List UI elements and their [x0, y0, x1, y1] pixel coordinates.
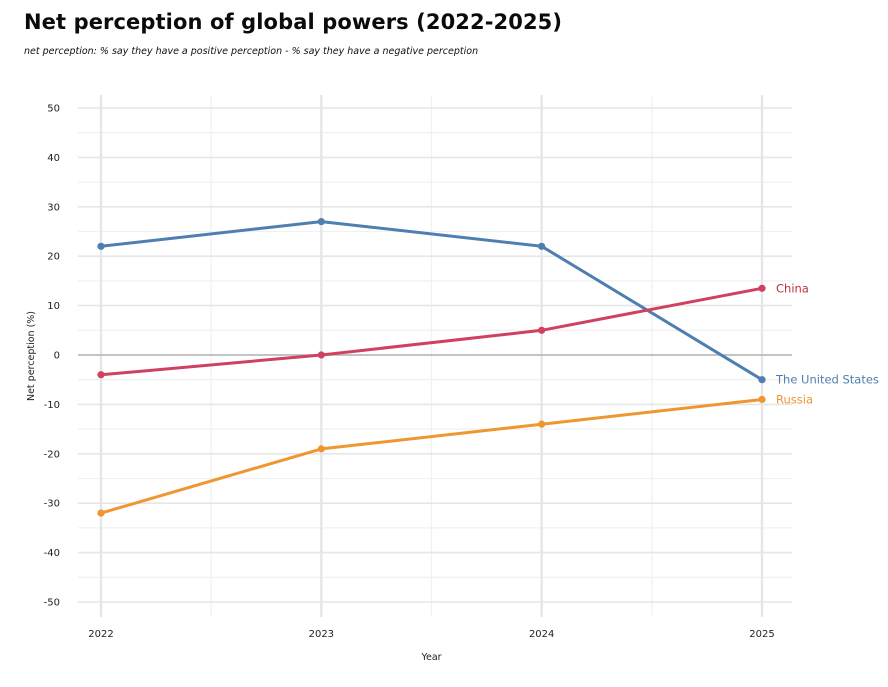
- minor-gridlines: [78, 95, 792, 617]
- x-tick-label: 2025: [749, 629, 774, 640]
- chart-subtitle: net perception: % say they have a positi…: [24, 46, 479, 57]
- data-point-russia: [97, 509, 105, 517]
- y-tick-label: -10: [44, 400, 60, 411]
- y-tick-label: 30: [47, 202, 60, 213]
- y-tick-label: 50: [47, 104, 60, 115]
- y-tick-label: 20: [47, 252, 60, 263]
- chart-title: Net perception of global powers (2022-20…: [24, 10, 563, 34]
- data-point-the-united-states: [538, 242, 546, 250]
- x-tick-label: 2022: [88, 629, 113, 640]
- data-point-russia: [317, 445, 325, 453]
- data-point-russia: [538, 420, 546, 428]
- major-gridlines: [78, 95, 792, 617]
- data-point-the-united-states: [317, 218, 325, 226]
- series-labels: The United States China Russia: [775, 281, 879, 406]
- data-point-china: [758, 284, 766, 292]
- series-label-russia: Russia: [776, 392, 813, 406]
- y-axis-title: Net perception (%): [26, 311, 37, 401]
- y-tick-label: -50: [44, 598, 60, 609]
- data-point-china: [97, 371, 105, 379]
- data-point-china: [538, 326, 546, 334]
- series-label-china: China: [776, 281, 809, 295]
- y-tick-label: -30: [44, 499, 60, 510]
- data-point-the-united-states: [758, 376, 766, 384]
- series-label-the-united-states: The United States: [775, 373, 879, 387]
- y-tick-label: -40: [44, 548, 60, 559]
- series-line-the-united-states: [99, 220, 764, 382]
- y-axis-ticks: 50 40 30 20 10 0 -10 -20 -30 -40 -50: [44, 104, 60, 609]
- x-tick-label: 2023: [309, 629, 334, 640]
- data-point-the-united-states: [97, 242, 105, 250]
- x-axis-title: Year: [420, 652, 441, 663]
- series-group: [97, 218, 766, 517]
- y-tick-label: 0: [54, 351, 60, 362]
- series-line-china: [99, 286, 764, 377]
- y-tick-label: 40: [47, 153, 60, 164]
- series-line-russia: [99, 398, 764, 515]
- x-axis-ticks: 2022 2023 2024 2025: [88, 629, 774, 640]
- data-point-china: [317, 351, 325, 359]
- y-tick-label: -20: [44, 449, 60, 460]
- x-tick-label: 2024: [529, 629, 554, 640]
- y-tick-label: 10: [47, 301, 60, 312]
- data-point-russia: [758, 395, 766, 404]
